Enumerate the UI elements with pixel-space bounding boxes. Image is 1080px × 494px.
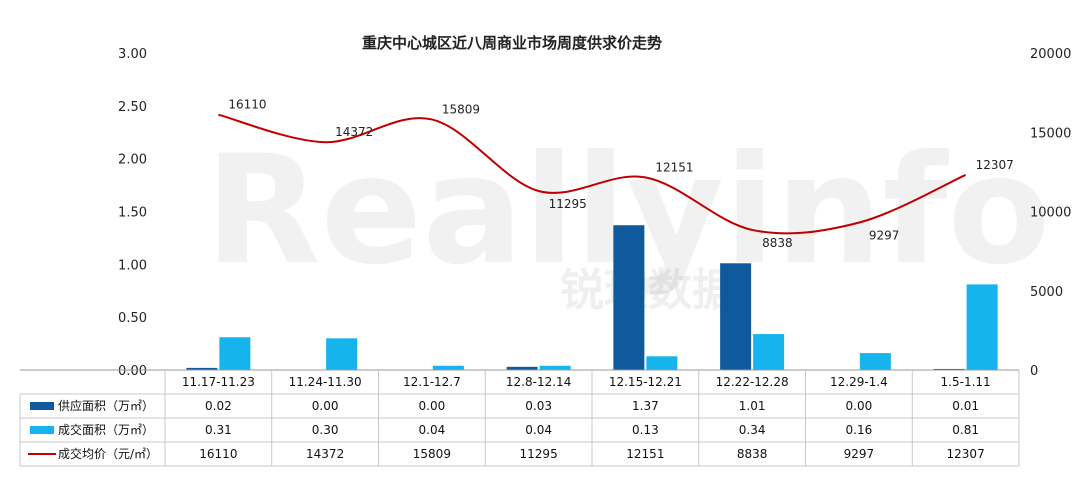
legend-entry: 成交面积（万㎡） (58, 422, 154, 437)
table-value: 0.01 (952, 399, 979, 413)
category-label: 12.29-1.4 (830, 375, 888, 389)
deal-bar (432, 365, 464, 370)
y-left-tick-label: 0.50 (118, 311, 147, 326)
y-right-tick-label: 15000 (1030, 126, 1071, 141)
price-data-label: 9297 (869, 229, 900, 243)
category-label: 11.24-11.30 (289, 375, 362, 389)
legend-entry: 供应面积（万㎡） (58, 398, 154, 413)
y-right-tick-label: 10000 (1030, 206, 1071, 221)
y-left-tick-label: 3.00 (118, 47, 147, 62)
price-data-label: 15809 (442, 102, 480, 116)
table-value: 1.01 (739, 399, 766, 413)
watermark-cn-text: 锐理数据 (560, 265, 736, 316)
table-value: 11295 (520, 447, 558, 461)
table-value: 16110 (199, 447, 237, 461)
y-left-tick-label: 1.50 (118, 206, 147, 221)
table-value: 0.04 (419, 423, 446, 437)
table-value: 0.13 (632, 423, 659, 437)
category-label: 12.22-12.28 (716, 375, 789, 389)
deal-bar (646, 356, 678, 370)
table-value: 0.02 (205, 399, 232, 413)
deal-bar (539, 365, 571, 370)
deal-bar (219, 337, 251, 370)
table-value: 0.00 (419, 399, 446, 413)
price-data-label: 12151 (655, 160, 693, 174)
table-value: 1.37 (632, 399, 659, 413)
supply-bar (933, 368, 965, 370)
supply-bar (186, 367, 218, 370)
y-left-tick-label: 2.00 (118, 153, 147, 168)
category-label: 12.1-12.7 (403, 375, 461, 389)
legend-entry: 成交均价（元/㎡） (58, 446, 158, 461)
y-left-tick-label: 2.50 (118, 100, 147, 115)
deal-bar (326, 338, 358, 370)
table-value: 0.03 (525, 399, 552, 413)
table-value: 0.30 (312, 423, 339, 437)
deal-bar (753, 334, 785, 370)
price-data-label: 14372 (335, 125, 373, 139)
legend-swatch (30, 402, 54, 410)
table-value: 9297 (844, 447, 875, 461)
y-left-tick-label: 1.00 (118, 258, 147, 273)
legend-swatch (30, 426, 54, 434)
table-value: 8838 (737, 447, 768, 461)
table-value: 0.00 (846, 399, 873, 413)
table-value: 14372 (306, 447, 344, 461)
table-value: 0.16 (846, 423, 873, 437)
supply-bar (506, 366, 538, 370)
y-right-tick-label: 5000 (1030, 285, 1063, 300)
price-line (218, 113, 967, 235)
table-value: 0.34 (739, 423, 766, 437)
chart-title: 重庆中心城区近八周商业市场周度供求价走势 (362, 34, 662, 52)
price-data-label: 12307 (976, 158, 1014, 172)
table-value: 0.81 (952, 423, 979, 437)
price-data-label: 8838 (762, 236, 793, 250)
category-label: 11.17-11.23 (182, 375, 255, 389)
table-value: 15809 (413, 447, 451, 461)
y-right-tick-label: 20000 (1030, 47, 1071, 62)
category-label: 1.5-1.11 (941, 375, 991, 389)
y-right-tick-label: 0 (1030, 364, 1038, 379)
supply-bar (613, 225, 645, 370)
price-data-label: 16110 (228, 98, 266, 112)
category-label: 12.15-12.21 (609, 375, 682, 389)
category-label: 12.8-12.14 (506, 375, 571, 389)
table-value: 0.00 (312, 399, 339, 413)
table-value: 0.31 (205, 423, 232, 437)
supply-bar (720, 263, 752, 370)
deal-bar (859, 353, 891, 370)
deal-bar (966, 284, 998, 370)
table-value: 0.04 (525, 423, 552, 437)
price-data-label: 11295 (549, 197, 587, 211)
table-value: 12307 (947, 447, 985, 461)
y-left-tick-label: 0.00 (118, 364, 147, 379)
table-value: 12151 (626, 447, 664, 461)
